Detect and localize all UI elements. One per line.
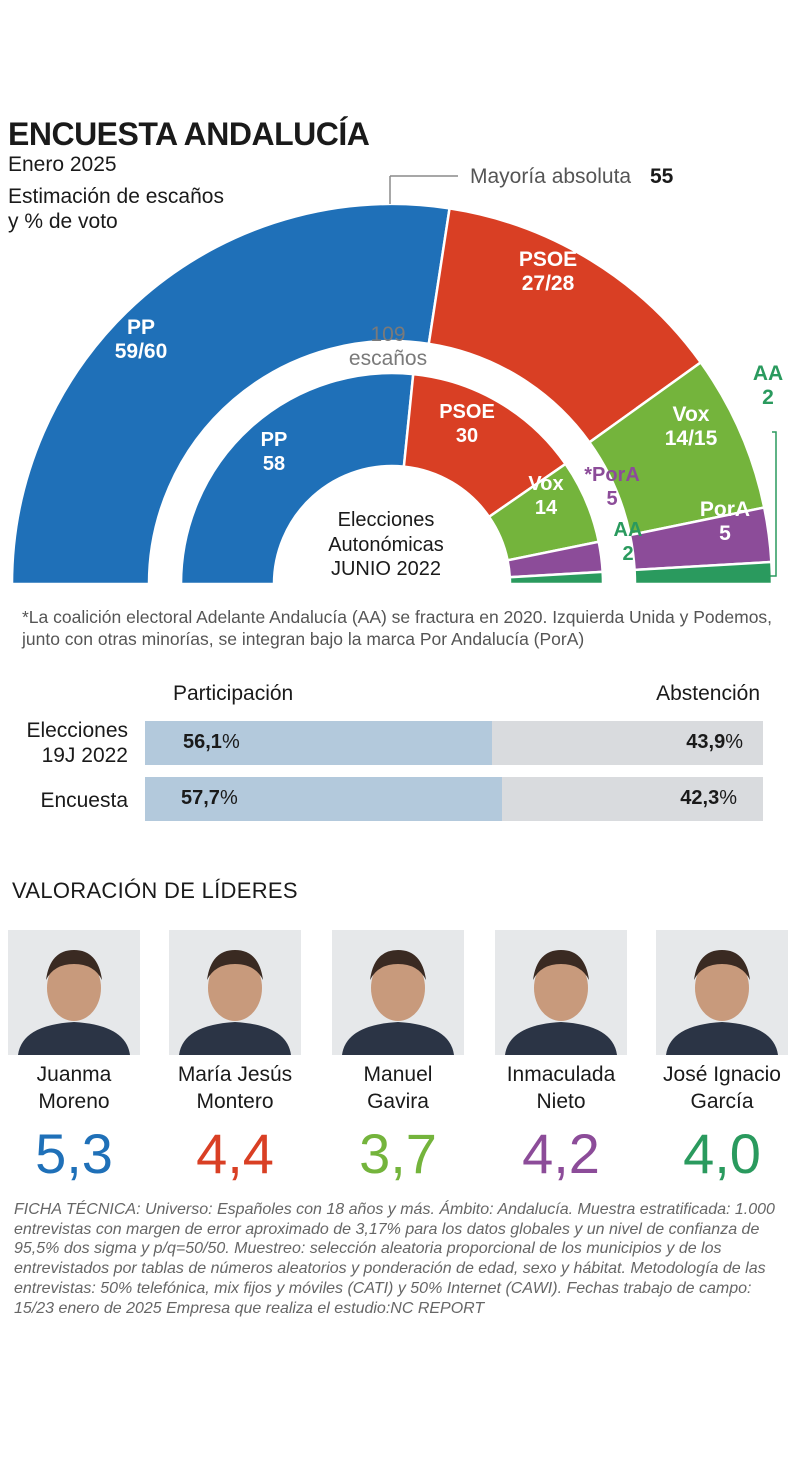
inner-ring-title-line-3: JUNIO 2022 [331, 558, 441, 580]
inner-label-seats-vox: 14 [535, 497, 558, 519]
turnout-bar-poll: 57,7% 42,3% [145, 777, 763, 821]
inner-label-party-pp: PP [261, 429, 288, 451]
leader-first-name: Inmaculada [506, 1063, 616, 1086]
outer-label-party-pp: PP [127, 316, 155, 339]
inner-label-party-pora: *PorA [584, 464, 640, 486]
leader-last-name: Nieto [536, 1090, 586, 1113]
outer-segment-pp [10, 202, 451, 586]
inner-segment-pp [179, 371, 415, 586]
inner-label-seats-pp: 58 [263, 453, 285, 475]
leader-photo-manuel-gavira [332, 930, 464, 1055]
leader-last-name: Gavira [367, 1090, 429, 1113]
outer-label-party-aa: AA [753, 362, 783, 385]
leader-name: Juanma Moreno [0, 1061, 154, 1115]
total-seats-number: 109 [370, 323, 405, 346]
inner-label-party-vox: Vox [528, 473, 563, 495]
outer-label-party-vox: Vox [673, 403, 710, 426]
outer-label-seats-vox: 14/15 [665, 427, 718, 450]
leader-first-name: Juanma [36, 1063, 112, 1086]
coalition-note: *La coalición electoral Adelante Andaluc… [22, 607, 773, 649]
turnout-row-label-line-1: Elecciones [26, 719, 128, 742]
leader-photo-jose-ignacio-garcia [656, 930, 788, 1055]
leader-card: Manuel Gavira 3,7 [318, 930, 478, 1185]
outer-label-party-psoe: PSOE [519, 248, 577, 271]
description-line-2: y % de voto [8, 210, 118, 233]
leader-photo-juanma-moreno [8, 930, 140, 1055]
inner-label-party-psoe: PSOE [439, 401, 495, 423]
participation-fill [145, 777, 502, 821]
leader-first-name: José Ignacio [663, 1063, 781, 1086]
participation-value: 57,7% [181, 787, 238, 809]
leader-photo-maria-jesus-montero [169, 930, 301, 1055]
leader-first-name: Manuel [363, 1063, 433, 1086]
outer-label-seats-psoe: 27/28 [522, 272, 575, 295]
chart-title: ENCUESTA ANDALUCÍA [8, 116, 370, 152]
leader-score: 4,4 [196, 1122, 274, 1185]
turnout-row-label-elections: Elecciones 19J 2022 [8, 718, 128, 768]
outer-segment-aa [633, 560, 774, 586]
leader-name: Manuel Gavira [318, 1061, 478, 1115]
leader-score: 3,7 [359, 1122, 437, 1185]
majority-value: 55 [650, 165, 674, 188]
chart-description: Estimación de escaños y % de voto [8, 184, 288, 234]
turnout-row-label-line-2: 19J 2022 [41, 744, 128, 767]
leader-first-name: María Jesús [177, 1063, 293, 1086]
leader-last-name: Moreno [38, 1090, 110, 1113]
leader-score: 5,3 [35, 1122, 113, 1185]
hemicycle-labels: PP59/60PSOE27/28Vox14/15PorA5AA2PP58PSOE… [115, 165, 783, 580]
leaders-title: VALORACIÓN DE LÍDERES [12, 878, 298, 903]
outer-label-seats-pp: 59/60 [115, 340, 168, 363]
leader-card: Inmaculada Nieto 4,2 [481, 930, 641, 1185]
leader-name: María Jesús Montero [155, 1061, 315, 1115]
inner-segment-aa [508, 570, 605, 586]
description-line-1: Estimación de escaños [8, 185, 224, 208]
participation-value: 56,1% [183, 731, 240, 753]
participation-fill [145, 721, 492, 765]
turnout-bar-elections: 56,1% 43,9% [145, 721, 763, 765]
outer-label-seats-aa: 2 [762, 386, 774, 409]
leader-name: José Ignacio García [642, 1061, 800, 1115]
technical-sheet: FICHA TÉCNICA: Universo: Españoles con 1… [14, 1201, 775, 1317]
leader-card: Juanma Moreno 5,3 [0, 930, 154, 1185]
aa-leader-line [770, 431, 777, 577]
abstention-value: 43,9% [686, 731, 743, 753]
turnout-row-label-poll: Encuesta [8, 788, 128, 813]
outer-ring [10, 202, 774, 586]
inner-label-seats-psoe: 30 [456, 425, 478, 447]
abstention-header: Abstención [656, 682, 760, 705]
majority-label: Mayoría absoluta [470, 165, 631, 188]
leader-last-name: García [690, 1090, 754, 1113]
leader-last-name: Montero [196, 1090, 274, 1113]
inner-ring [179, 371, 605, 586]
inner-label-party-aa: AA [614, 519, 643, 541]
turnout-row-label-line-1: Encuesta [40, 789, 128, 812]
hemicycle-chart: PP59/60PSOE27/28Vox14/15PorA5AA2PP58PSOE… [10, 165, 783, 586]
abstention-value: 42,3% [680, 787, 737, 809]
chart-subtitle: Enero 2025 [8, 153, 117, 176]
leader-score: 4,2 [522, 1122, 600, 1185]
participation-header: Participación [173, 682, 294, 705]
leader-card: José Ignacio García 4,0 [642, 930, 800, 1185]
outer-label-party-pora: PorA [700, 498, 750, 521]
inner-ring-title-line-1: Elecciones [338, 509, 435, 531]
leader-name: Inmaculada Nieto [481, 1061, 641, 1115]
leader-card: María Jesús Montero 4,4 [155, 930, 315, 1185]
leader-photo-inmaculada-nieto [495, 930, 627, 1055]
total-seats-unit: escaños [349, 347, 427, 370]
outer-label-seats-pora: 5 [719, 522, 731, 545]
inner-label-seats-pora: 5 [606, 488, 617, 510]
inner-label-seats-aa: 2 [622, 543, 633, 565]
leader-score: 4,0 [683, 1122, 761, 1185]
inner-ring-title-line-2: Autonómicas [328, 534, 444, 556]
